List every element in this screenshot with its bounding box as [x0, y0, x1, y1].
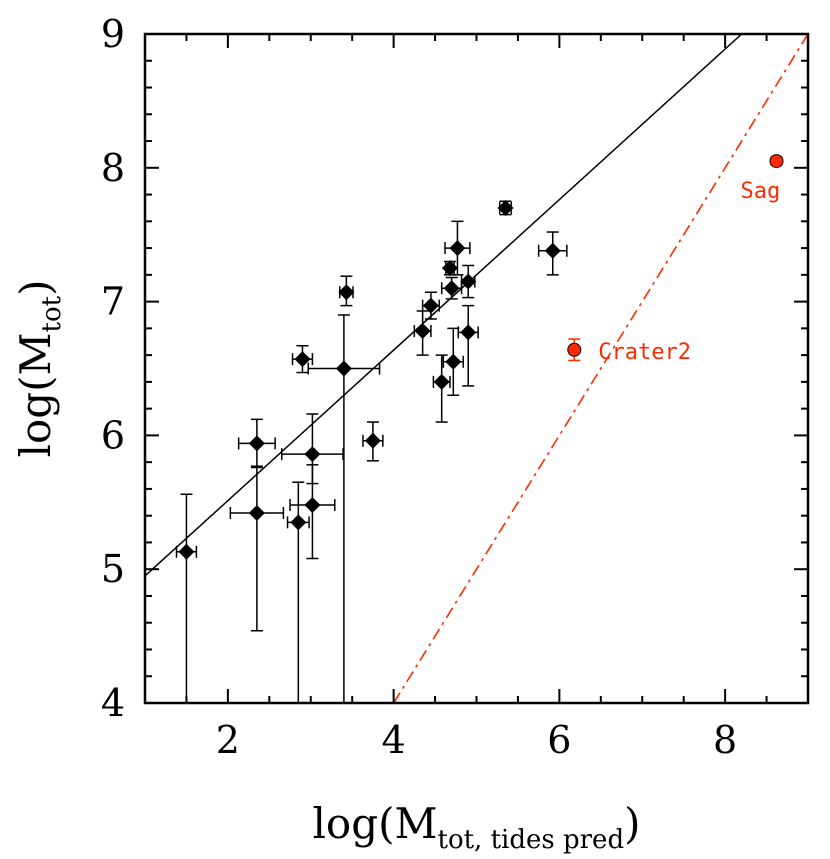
data-point: [338, 275, 355, 307]
y-tick-label: 4: [101, 681, 125, 725]
data-point: [440, 276, 463, 300]
diamond-marker: [460, 273, 477, 290]
circle-marker: [567, 342, 582, 357]
diamond-marker: [460, 324, 477, 341]
diamond-marker: [178, 543, 195, 560]
outlier-point: [567, 338, 582, 362]
y-tick-label: 8: [101, 146, 125, 190]
y-tick-label: 9: [101, 12, 125, 56]
diamond-marker: [294, 351, 311, 368]
axis-ticks: [144, 33, 809, 704]
tick-labels: 2 4 6 8 4 5 6 7 8 9: [101, 12, 737, 762]
data-point: [291, 345, 314, 374]
diamond-marker: [304, 496, 321, 513]
data-point: [175, 493, 198, 703]
diamond-marker: [449, 240, 466, 257]
diamond-marker: [414, 323, 431, 340]
diamond-marker: [445, 353, 462, 370]
data-point: [457, 304, 479, 387]
data-point: [307, 314, 381, 703]
outlier-point: [769, 154, 784, 169]
data-point: [460, 264, 477, 299]
data-point: [497, 199, 514, 216]
data-point: [441, 260, 458, 277]
data-point: [237, 418, 276, 469]
one-to-one-line: [392, 34, 808, 703]
y-tick-label: 5: [101, 547, 125, 591]
data-point: [421, 291, 440, 320]
point-label-sag: Sag: [741, 179, 781, 204]
diamond-marker: [544, 242, 561, 259]
diamond-marker: [338, 284, 355, 301]
data-point: [432, 354, 451, 423]
diamond-marker: [290, 514, 307, 531]
data-point: [442, 327, 464, 397]
data-point: [289, 464, 336, 560]
diamond-marker: [248, 435, 265, 452]
y-tick-label: 6: [101, 413, 125, 457]
data-points: [175, 154, 784, 703]
x-tick-label: 4: [382, 718, 406, 762]
x-tick-label: 6: [547, 718, 571, 762]
point-label-crater2: Crater2: [598, 340, 691, 365]
diamond-marker: [441, 260, 458, 277]
data-point: [537, 231, 568, 276]
plot-frame: [143, 32, 810, 705]
x-axis-label: log(Mtot, tides pred): [313, 799, 641, 855]
diamond-marker: [497, 199, 514, 216]
y-tick-label: 7: [101, 280, 125, 324]
x-tick-label: 2: [216, 718, 240, 762]
diamond-marker: [364, 432, 381, 449]
data-point: [444, 220, 471, 276]
data-point: [286, 481, 310, 703]
diamond-marker: [335, 360, 352, 377]
diamond-marker: [304, 446, 321, 463]
y-axis-label: log(Mtot): [11, 280, 67, 458]
best-fit-line: [145, 34, 743, 577]
diamond-marker: [433, 373, 450, 390]
diamond-marker: [443, 280, 460, 297]
fit-lines: [145, 34, 808, 703]
x-tick-label: 8: [713, 718, 737, 762]
diamond-marker: [248, 505, 265, 522]
circle-marker: [769, 154, 784, 169]
diamond-marker: [422, 297, 439, 314]
data-point: [413, 310, 432, 356]
point-annotations: Crater2 Sag: [598, 179, 780, 365]
data-point: [362, 421, 384, 462]
data-point: [229, 465, 285, 632]
